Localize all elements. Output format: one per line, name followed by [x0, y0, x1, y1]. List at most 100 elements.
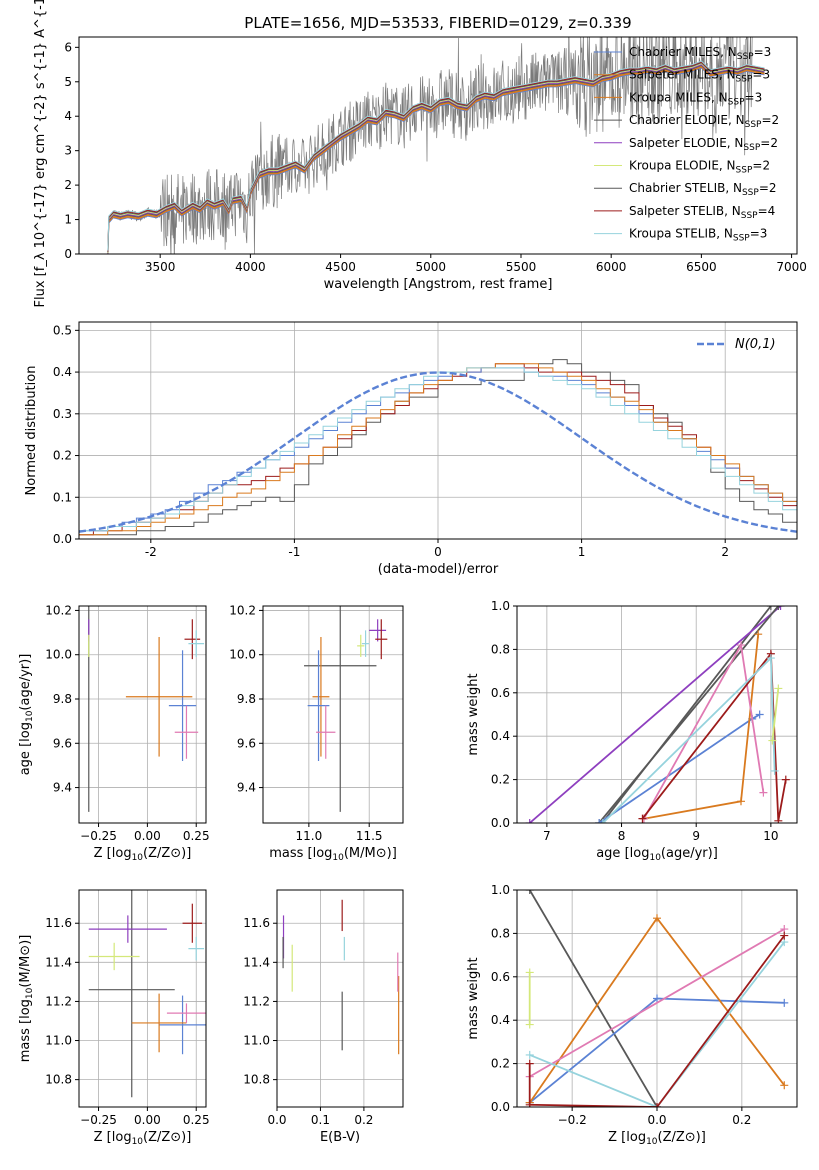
x-axis-label: E(B-V) — [320, 1130, 360, 1145]
mass_vs_ebv-plot-area — [282, 899, 400, 1055]
model-spectrum-line — [107, 60, 765, 251]
age_vs_mass-plot-area — [304, 606, 388, 812]
x-tick-label: -2 — [145, 545, 157, 559]
x-tick-label: 5000 — [416, 260, 447, 274]
weight-marker — [525, 1020, 534, 1029]
x-tick-label: 0.0 — [267, 1113, 286, 1127]
model-spectrum-line — [107, 62, 765, 253]
weight_vs_Z-plot-area — [525, 890, 789, 1107]
y-tick-label: 0.2 — [491, 1057, 510, 1071]
weight-line — [528, 890, 658, 1107]
y-tick-label: 0.0 — [491, 1100, 510, 1114]
weight-marker — [768, 736, 777, 745]
y-tick-label: 9.6 — [237, 736, 256, 750]
weight-line — [598, 606, 779, 823]
x-tick-label: 0.2 — [732, 1113, 751, 1127]
weight-marker — [755, 710, 764, 719]
legend-label: Salpeter STELIB, NSSP=4 — [629, 204, 775, 221]
weight-line — [641, 651, 787, 821]
y-tick-label: 4 — [64, 109, 72, 123]
y-tick-label: 9.8 — [53, 692, 72, 706]
y-tick-label: 0.5 — [53, 323, 72, 337]
x-axis-label: Z [log10(Z/Z⊙)] — [94, 1130, 192, 1147]
x-tick-label: 1 — [578, 545, 586, 559]
axes-frame — [78, 889, 207, 1108]
axes-frame — [516, 889, 798, 1108]
mass_vs_ebv-panel: 0.0 0.1 0.2 10.8 11.0 11.2 11.4 11.6 E(B-V) — [243, 889, 404, 1145]
model-spectrum-line — [107, 65, 765, 254]
x-tick-label: −0.2 — [558, 1113, 587, 1127]
y-axis-label: mass weight — [466, 673, 481, 755]
weight-marker — [638, 814, 647, 823]
x-axis-label: Z [log10(Z/Z⊙)] — [608, 1130, 706, 1147]
x-tick-label: 11.5 — [356, 829, 383, 843]
y-tick-label: 0.2 — [491, 773, 510, 787]
y-tick-label: 10.8 — [45, 1073, 72, 1087]
x-axis-label: wavelength [Angstrom, rest frame] — [324, 277, 553, 292]
histogram-step — [79, 367, 797, 532]
y-tick-label: 0.6 — [491, 970, 510, 984]
weight-marker — [774, 606, 783, 610]
x-tick-label: -1 — [288, 545, 300, 559]
weight-line — [528, 935, 786, 1107]
axes-frame — [262, 605, 404, 824]
weight-marker — [653, 914, 661, 923]
x-axis-label: (data-model)/error — [378, 562, 499, 577]
weight_vs_Z-panel: −0.2 0.0 0.2 0.0 0.2 0.4 0.6 0.8 1.0 Z [log10(Z/Z… — [466, 883, 798, 1147]
x-tick-label: 0.00 — [134, 829, 161, 843]
x-tick-label: 0.2 — [354, 1113, 373, 1127]
age_vs_Z-plot-area — [88, 606, 205, 812]
y-tick-label: 9.4 — [237, 781, 256, 795]
y-tick-label: 10.0 — [229, 648, 256, 662]
x-tick-label: −0.25 — [80, 1113, 117, 1127]
y-axis-label: mass weight — [466, 957, 481, 1039]
y-tick-label: 11.6 — [45, 916, 72, 930]
model-spectrum-line — [107, 64, 765, 254]
legend-label: Chabrier STELIB, NSSP=2 — [629, 181, 777, 198]
weight-line — [529, 928, 785, 1078]
y-tick-label: 2 — [64, 178, 72, 192]
weight_vs_age-plot-area — [525, 606, 790, 823]
legend-label: Salpeter MILES, NSSP=3 — [629, 68, 770, 85]
axes-frame — [78, 36, 798, 255]
y-tick-label: 0.3 — [53, 407, 72, 421]
x-tick-label: 7000 — [776, 260, 807, 274]
histogram-step — [79, 363, 797, 536]
y-tick-label: 1.0 — [491, 883, 510, 897]
legend-label: Kroupa MILES, NSSP=3 — [629, 90, 762, 107]
y-tick-label: 10.0 — [45, 648, 72, 662]
weight-marker — [525, 1100, 534, 1107]
y-tick-label: 11.6 — [243, 916, 270, 930]
weight_vs_age-panel: 7 8 9 10 0.0 0.2 0.4 0.6 0.8 1.0 age [log10(age/yr… — [466, 599, 798, 863]
x-axis-label: age [log10(age/yr)] — [596, 846, 718, 863]
y-axis-label: mass [log10(M/M⊙)] — [18, 935, 35, 1063]
legend-label: Chabrier ELODIE, NSSP=2 — [629, 113, 779, 130]
legend-label: Salpeter ELODIE, NSSP=2 — [629, 136, 778, 153]
y-tick-label: 0.4 — [53, 365, 72, 379]
x-tick-label: 0.25 — [183, 829, 210, 843]
age_vs_Z-panel: −0.25 0.00 0.25 9.4 9.6 9.8 10.0 10.2 Z [log10(Z… — [18, 603, 210, 863]
weight-marker — [737, 641, 745, 650]
y-tick-label: 11.4 — [243, 955, 270, 969]
x-tick-label: 0.0 — [647, 1113, 666, 1127]
legend-label: Kroupa ELODIE, NSSP=2 — [629, 159, 770, 176]
x-tick-label: −0.25 — [80, 829, 117, 843]
weight-marker — [766, 606, 775, 610]
histogram-plot-area — [79, 359, 797, 536]
weight-marker — [766, 654, 775, 663]
weight-marker — [780, 1081, 789, 1090]
x-tick-label: 4500 — [325, 260, 356, 274]
weight-marker — [776, 606, 785, 610]
weight-marker — [774, 816, 783, 823]
weight-marker — [774, 684, 783, 693]
y-tick-label: 9.6 — [53, 736, 72, 750]
weight-marker — [653, 1103, 661, 1107]
weight-marker — [653, 994, 661, 1003]
weight-marker — [754, 630, 763, 639]
x-tick-label: 0 — [434, 545, 442, 559]
legend-label: N(0,1) — [735, 337, 776, 352]
weight-marker — [525, 819, 534, 823]
axes-frame — [516, 605, 798, 824]
y-axis-label: Normed distribution — [24, 366, 39, 496]
